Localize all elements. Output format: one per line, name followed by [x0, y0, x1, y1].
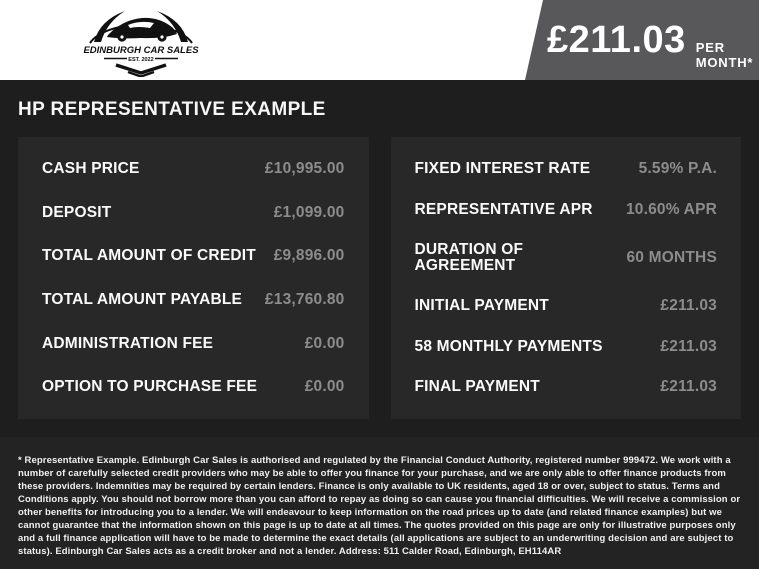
row-label: FINAL PAYMENT [414, 378, 540, 396]
row-value: 5.59% P.A. [638, 160, 717, 177]
finance-panels: CASH PRICE £10,995.00 DEPOSIT £1,099.00 … [18, 137, 741, 419]
logo-name-text: EDINBURGH CAR SALES [83, 45, 199, 56]
row-label: OPTION TO PURCHASE FEE [42, 378, 258, 396]
row-label: CASH PRICE [42, 160, 140, 177]
row-value: £211.03 [660, 297, 717, 315]
row-value: 60 MONTHS [626, 248, 717, 266]
table-row: OPTION TO PURCHASE FEE £0.00 [42, 379, 345, 395]
table-row: TOTAL AMOUNT PAYABLE £13,760.80 [42, 292, 345, 308]
logo-established-text: EST. 2022 [128, 57, 153, 63]
finance-right-panel: FIXED INTEREST RATE 5.59% P.A. REPRESENT… [390, 137, 741, 419]
row-label: DEPOSIT [42, 203, 112, 221]
row-label: TOTAL AMOUNT PAYABLE [42, 291, 243, 309]
page-title: HP REPRESENTATIVE EXAMPLE [18, 99, 326, 120]
disclaimer-text: * Representative Example. Edinburgh Car … [18, 455, 741, 557]
car-emblem-icon: EDINBURGH CAR SALES EST. 2022 [83, 11, 199, 78]
row-label: FIXED INTEREST RATE [414, 160, 591, 177]
row-label: DURATION OF AGREEMENT [414, 241, 524, 274]
table-row: DURATION OF AGREEMENT 60 MONTHS [415, 242, 718, 273]
monthly-price-amount: £211.03 [547, 19, 686, 61]
row-value: £211.03 [660, 378, 717, 396]
row-label: INITIAL PAYMENT [414, 297, 549, 315]
row-label: ADMINISTRATION FEE [42, 334, 214, 352]
row-label: 58 MONTHLY PAYMENTS [414, 337, 603, 355]
table-row: FIXED INTEREST RATE 5.59% P.A. [415, 161, 718, 177]
row-label: REPRESENTATIVE APR [414, 200, 593, 218]
row-value: £0.00 [304, 334, 345, 352]
row-value: £13,760.80 [264, 291, 345, 309]
header: EDINBURGH CAR SALES EST. 2022 £211.03 PE… [0, 0, 759, 80]
table-row: TOTAL AMOUNT OF CREDIT £9,896.00 [42, 248, 345, 264]
finance-left-panel: CASH PRICE £10,995.00 DEPOSIT £1,099.00 … [18, 137, 369, 419]
row-value: £10,995.00 [264, 160, 345, 177]
table-row: DEPOSIT £1,099.00 [42, 205, 345, 221]
monthly-price-banner: £211.03 PER MONTH* [525, 0, 759, 80]
row-value: £0.00 [304, 378, 345, 396]
table-row: CASH PRICE £10,995.00 [42, 161, 345, 177]
finance-example-section: HP REPRESENTATIVE EXAMPLE CASH PRICE £10… [0, 80, 759, 437]
row-value: £9,896.00 [273, 247, 345, 265]
footer: * Representative Example. Edinburgh Car … [0, 437, 759, 569]
edinburgh-car-sales-logo: EDINBURGH CAR SALES EST. 2022 [80, 3, 202, 78]
row-value: £1,099.00 [273, 203, 345, 221]
row-value: £211.03 [660, 337, 717, 355]
table-row: INITIAL PAYMENT £211.03 [415, 298, 718, 314]
row-label: TOTAL AMOUNT OF CREDIT [42, 247, 256, 265]
table-row: REPRESENTATIVE APR 10.60% APR [415, 202, 718, 218]
table-row: ADMINISTRATION FEE £0.00 [42, 336, 345, 352]
monthly-price-period: PER MONTH* [695, 40, 754, 70]
row-value: 10.60% APR [625, 200, 717, 218]
table-row: FINAL PAYMENT £211.03 [415, 379, 718, 395]
table-row: 58 MONTHLY PAYMENTS £211.03 [415, 339, 718, 355]
